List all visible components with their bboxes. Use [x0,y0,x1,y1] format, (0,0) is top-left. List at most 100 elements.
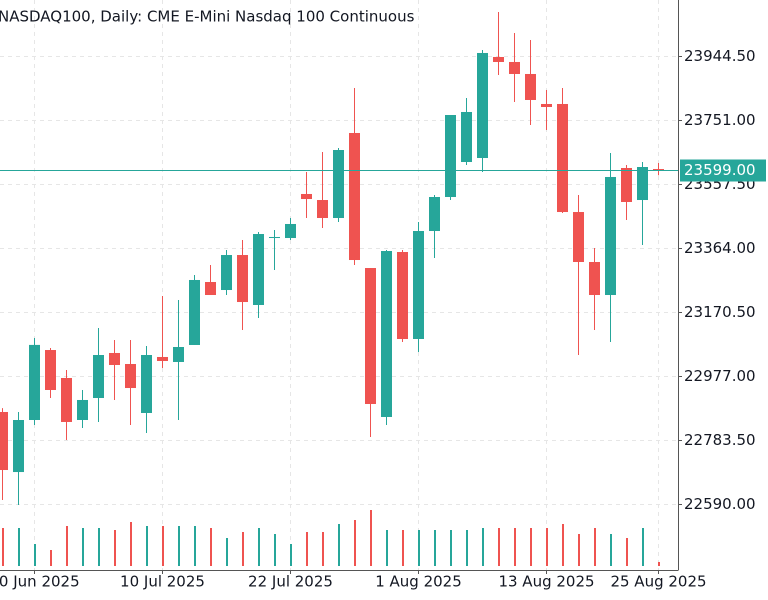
candle-body [61,377,72,422]
x-tick-label: 30 Jun 2025 [0,573,80,591]
volume-bar [130,522,132,566]
candle-body [397,252,408,339]
volume-bar [178,526,180,566]
candle-body [653,169,664,171]
volume-bar [274,534,276,566]
volume-bar [498,528,500,566]
candle-body [77,399,88,420]
volume-bar [210,528,212,566]
candle-body [621,167,632,202]
candle-body [413,231,424,339]
volume-bar [162,526,164,566]
candle-body [429,197,440,232]
candle-body [237,255,248,303]
candle-body [141,355,152,413]
volume-bar [98,528,100,566]
candle-body [509,61,520,74]
candle-body [637,167,648,201]
volume-bar [50,550,52,566]
volume-bar [482,528,484,566]
volume-bar [546,528,548,566]
y-tick-label: 22977.00 [684,367,756,385]
chart-title: NASDAQ100, Daily: CME E-Mini Nasdaq 100 … [0,8,415,26]
volume-bar [34,544,36,566]
candle-body [541,103,552,108]
candle-body [557,103,568,213]
candle-body [589,261,600,296]
candle-body [493,56,504,62]
volume-bar [194,526,196,566]
volume-bar [290,544,292,566]
volume-bar [114,530,116,566]
volume-bar [18,528,20,566]
volume-bar [642,528,644,566]
candle-body [381,251,392,417]
candle-body [221,255,232,291]
volume-bar [322,532,324,566]
y-tick-label: 23944.50 [684,47,756,65]
candle-body [173,347,184,362]
candle-body [13,420,24,473]
volume-bar [146,526,148,566]
candle-body [573,212,584,262]
candle-body [125,364,136,389]
volume-bar [354,520,356,566]
volume-bar [370,510,372,566]
volume-bar [450,530,452,566]
volume-bar [530,528,532,566]
y-tick-label: 22783.50 [684,431,756,449]
volume-bar [2,528,4,566]
volume-bar [562,524,564,566]
candle-body [109,352,120,365]
candles [0,12,664,506]
candle-body [333,150,344,219]
candle-body [285,223,296,239]
x-tick-label: 10 Jul 2025 [120,573,205,591]
volume-bar [658,562,660,566]
candle-body [477,52,488,159]
volume-bar [626,538,628,566]
volume-bar [338,524,340,566]
candle-body [269,236,280,239]
candle-body [253,234,264,305]
volume-bar [578,534,580,566]
volume-bar [386,530,388,566]
volume-bar [82,528,84,566]
last-price-box [680,159,766,182]
candle-body [317,200,328,219]
volume-bar [418,530,420,566]
volume-bar [402,530,404,566]
volume-bar [514,528,516,566]
last-price-label: 23599.00 [684,161,756,179]
y-tick-label: 23751.00 [684,111,756,129]
candle-body [93,355,104,399]
x-tick-label: 22 Jul 2025 [248,573,333,591]
volume-bar [610,534,612,566]
volume-bar [226,538,228,566]
axes: 23944.5023751.0023557.5023364.0023170.50… [0,47,766,591]
candle-body [461,111,472,163]
candle-body [29,344,40,420]
grid [0,0,678,570]
volume-bar [66,526,68,566]
candle-body [45,350,56,390]
x-tick-label: 13 Aug 2025 [498,573,594,591]
volume-bar [258,528,260,566]
candle-body [157,356,168,361]
candle-body [205,282,216,296]
candle-body [525,73,536,100]
candle-body [445,115,456,198]
candle-body [301,193,312,200]
y-tick-label: 23170.50 [684,303,756,321]
x-tick-label: 25 Aug 2025 [610,573,706,591]
volume-bar [466,530,468,566]
candle-body [605,176,616,296]
x-tick-label: 1 Aug 2025 [375,573,462,591]
volume-bar [242,532,244,566]
y-tick-label: 22590.00 [684,495,756,513]
volume-bar [434,530,436,566]
volume-bar [306,532,308,566]
candle-body [0,411,8,471]
